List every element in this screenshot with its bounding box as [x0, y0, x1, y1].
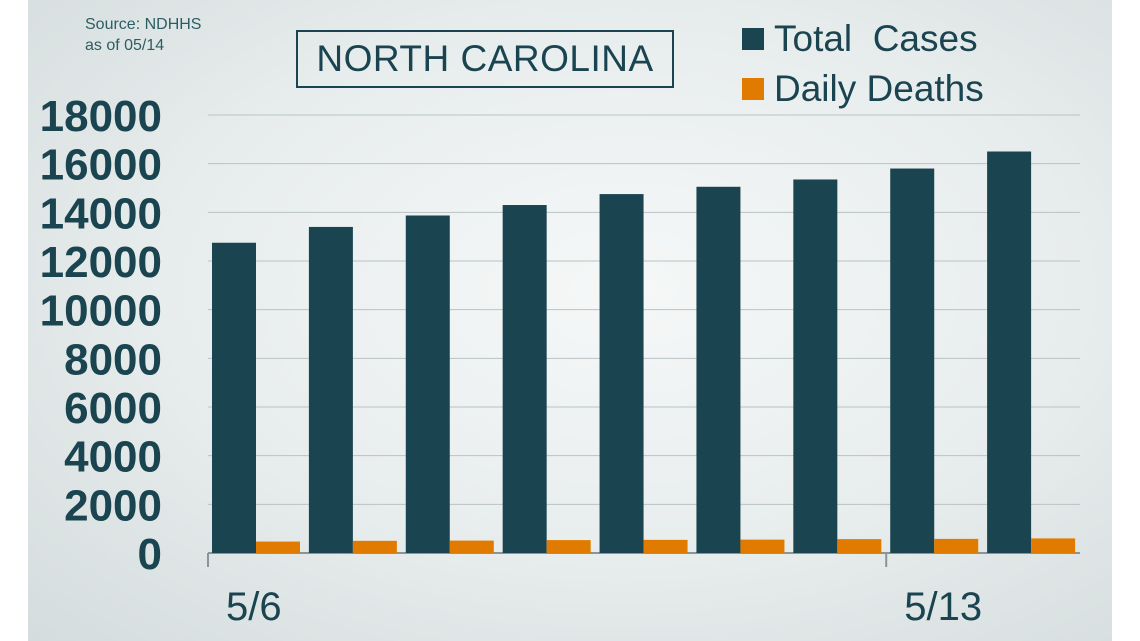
bar-daily-deaths [352, 540, 397, 553]
y-tick-label: 12000 [40, 238, 162, 287]
legend-label-daily-deaths: Daily Deaths [774, 68, 984, 109]
bar-total-cases [405, 215, 450, 553]
legend-swatch-daily-deaths [742, 78, 764, 100]
bar-total-cases [308, 226, 353, 553]
source-line: Source: NDHHS [85, 16, 202, 33]
y-tick-label: 0 [138, 530, 162, 579]
x-tick-label: 5/13 [904, 585, 982, 629]
legend-item-total-cases: Total Cases [742, 18, 978, 60]
y-tick-label: 4000 [64, 433, 162, 482]
as-of-line: as of 05/14 [85, 37, 165, 54]
y-tick-label: 18000 [40, 92, 162, 141]
bar-daily-deaths [643, 539, 688, 553]
bar-daily-deaths [546, 540, 591, 553]
y-tick-label: 8000 [64, 335, 162, 384]
y-tick-label: 10000 [40, 287, 162, 336]
legend-swatch-total-cases [742, 28, 764, 50]
bar-total-cases [793, 179, 838, 553]
bar-total-cases [987, 151, 1032, 553]
bar-daily-deaths [1031, 538, 1076, 553]
bar-total-cases [599, 194, 644, 554]
legend-label-total-cases: Total Cases [774, 18, 978, 59]
bar-total-cases [696, 186, 741, 554]
y-tick-label: 16000 [40, 141, 162, 190]
bar-total-cases [212, 242, 256, 553]
source-note: Source: NDHHS as of 05/14 [85, 14, 201, 56]
x-tick-label: 5/6 [226, 585, 282, 629]
bar-total-cases [890, 168, 935, 554]
bar-daily-deaths [449, 540, 494, 553]
legend-item-daily-deaths: Daily Deaths [742, 68, 984, 110]
bar-total-cases [502, 205, 547, 554]
y-tick-label: 2000 [64, 481, 162, 530]
y-tick-label: 14000 [40, 189, 162, 238]
bar-daily-deaths [934, 538, 979, 553]
y-tick-label: 6000 [64, 384, 162, 433]
bar-daily-deaths [256, 541, 300, 553]
chart-title: NORTH CAROLINA [316, 38, 654, 79]
bar-daily-deaths [740, 539, 785, 553]
bar-daily-deaths [837, 539, 882, 553]
chart-title-box: NORTH CAROLINA [296, 30, 674, 88]
